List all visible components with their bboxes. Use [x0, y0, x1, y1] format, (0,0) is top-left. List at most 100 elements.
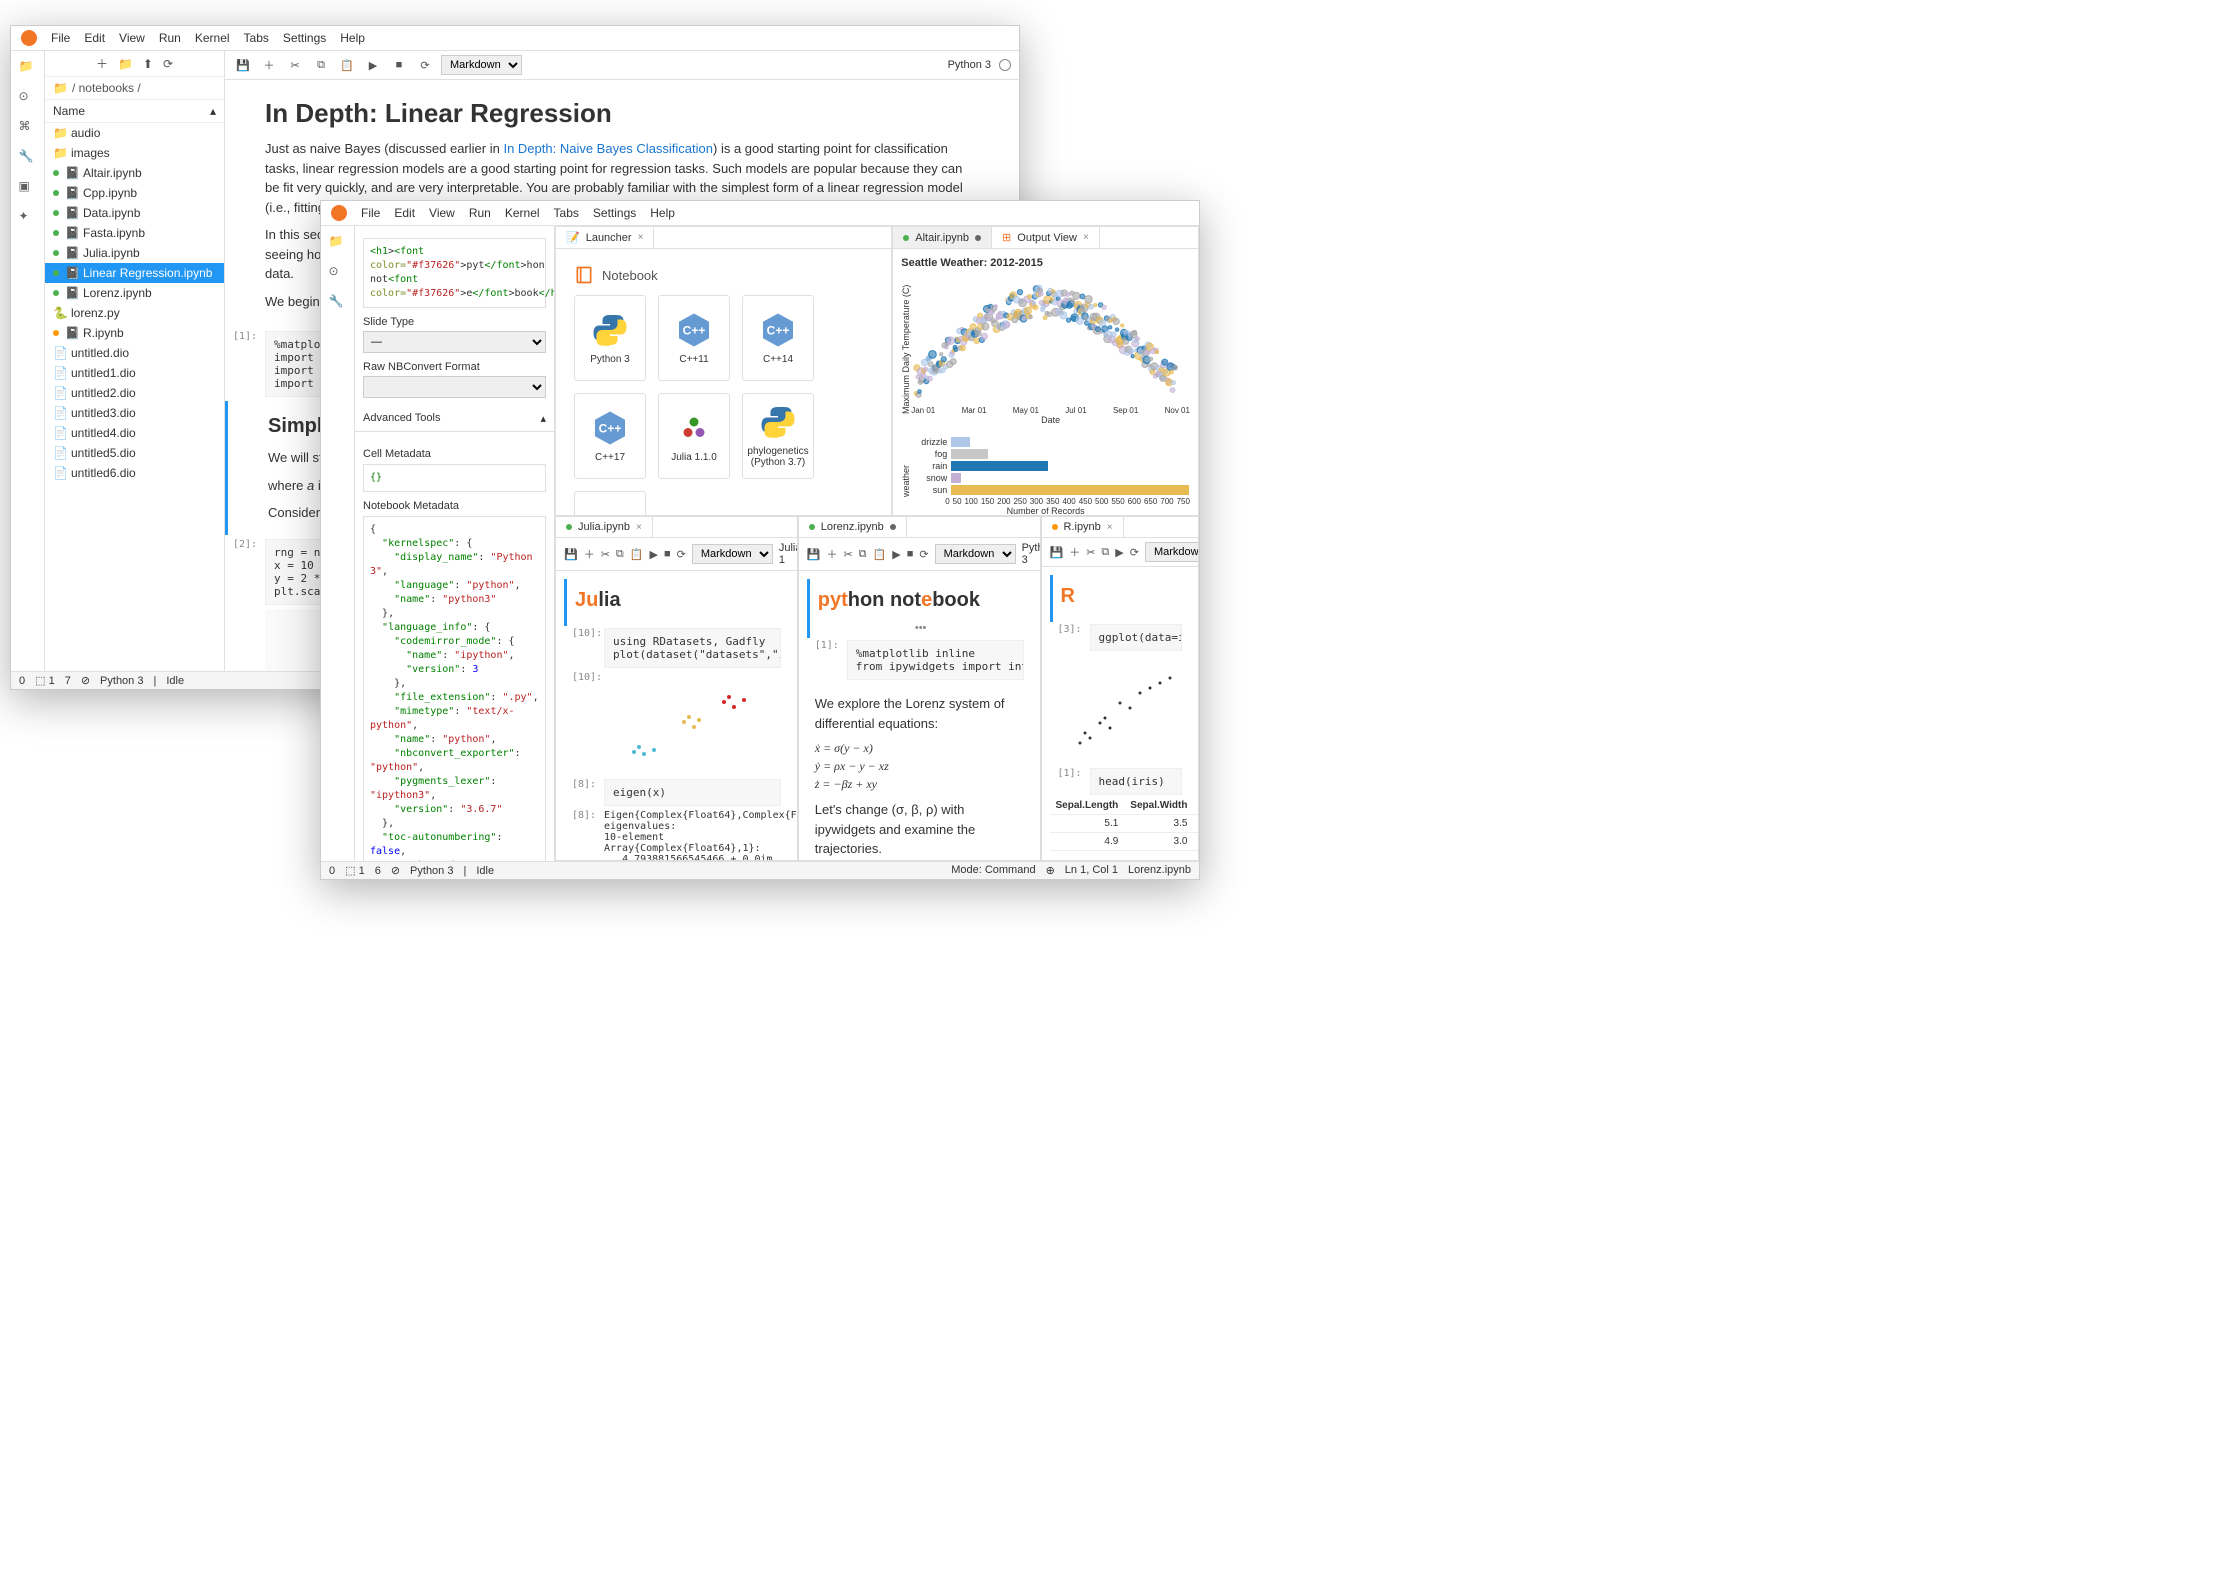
close-icon[interactable]: × — [1107, 522, 1113, 533]
menu-view[interactable]: View — [119, 31, 145, 45]
restart-icon[interactable]: ⟳ — [415, 55, 435, 75]
file-item[interactable]: 📓Lorenz.ipynb — [45, 283, 224, 303]
close-icon[interactable]: × — [638, 232, 644, 243]
file-item[interactable]: 📄untitled4.dio — [45, 423, 224, 443]
file-item[interactable]: 📓R.ipynb — [45, 323, 224, 343]
menu-run[interactable]: Run — [469, 206, 491, 220]
file-item[interactable]: 📓Data.ipynb — [45, 203, 224, 223]
file-item[interactable]: 📁audio — [45, 123, 224, 143]
file-item[interactable]: 📄untitled3.dio — [45, 403, 224, 423]
run-icon[interactable]: ▶ — [892, 544, 900, 564]
file-item[interactable]: 📄untitled2.dio — [45, 383, 224, 403]
new-folder-icon[interactable]: 📁 — [118, 57, 133, 71]
save-icon[interactable]: 💾 — [233, 55, 253, 75]
tab-altair[interactable]: Altair.ipynb — [893, 227, 992, 248]
add-cell-icon[interactable]: ＋ — [584, 544, 595, 564]
paste-icon[interactable]: 📋 — [337, 55, 357, 75]
menu-tabs[interactable]: Tabs — [244, 31, 269, 45]
file-item[interactable]: 🐍lorenz.py — [45, 303, 224, 323]
stop-icon[interactable]: ■ — [664, 544, 671, 564]
cut-icon[interactable]: ✂ — [601, 544, 610, 564]
close-icon[interactable]: × — [636, 522, 642, 533]
advanced-tools-section[interactable]: Advanced Tools▴ — [355, 406, 554, 432]
file-item[interactable]: 📄untitled1.dio — [45, 363, 224, 383]
cut-icon[interactable]: ✂ — [843, 544, 852, 564]
link[interactable]: In Depth: Naive Bayes Classification — [503, 141, 713, 156]
menu-settings[interactable]: Settings — [593, 206, 636, 220]
menu-edit[interactable]: Edit — [84, 31, 105, 45]
copy-icon[interactable]: ⧉ — [1101, 542, 1109, 562]
menu-view[interactable]: View — [429, 206, 455, 220]
save-icon[interactable]: 💾 — [564, 544, 578, 564]
code-cell[interactable]: eigen(x) — [604, 779, 781, 806]
slide-type-select[interactable]: — — [363, 331, 546, 353]
notebook-metadata[interactable]: { "kernelspec": { "display_name": "Pytho… — [363, 516, 546, 861]
upload-icon[interactable]: ⬆ — [143, 57, 153, 71]
menu-file[interactable]: File — [361, 206, 380, 220]
launcher-card[interactable]: C++C++17 — [574, 393, 646, 479]
tab-r[interactable]: R.ipynb × — [1042, 517, 1124, 537]
launcher-card[interactable]: phylogenetics (Python 3.7) — [742, 393, 814, 479]
cell-type-select[interactable]: Markdown — [935, 544, 1016, 564]
nbconvert-select[interactable] — [363, 376, 546, 398]
menu-kernel[interactable]: Kernel — [505, 206, 540, 220]
breadcrumb[interactable]: / notebooks / — [72, 81, 141, 95]
sort-icon[interactable]: ▴ — [210, 104, 216, 118]
extension-icon[interactable]: ✦ — [19, 209, 37, 227]
menu-kernel[interactable]: Kernel — [195, 31, 230, 45]
wrench-icon[interactable]: 🔧 — [329, 294, 347, 312]
add-cell-icon[interactable]: ＋ — [259, 55, 279, 75]
restart-icon[interactable]: ⟳ — [919, 544, 928, 564]
new-launcher-icon[interactable]: ＋ — [96, 55, 108, 72]
stop-icon[interactable]: ■ — [907, 544, 914, 564]
close-icon[interactable]: × — [1083, 232, 1089, 243]
menu-help[interactable]: Help — [340, 31, 365, 45]
add-cell-icon[interactable]: ＋ — [826, 544, 837, 564]
file-item[interactable]: 📓Linear Regression.ipynb — [45, 263, 224, 283]
save-icon[interactable]: 💾 — [807, 544, 821, 564]
run-icon[interactable]: ▶ — [363, 55, 383, 75]
menu-help[interactable]: Help — [650, 206, 675, 220]
restart-icon[interactable]: ⟳ — [1130, 542, 1139, 562]
copy-icon[interactable]: ⧉ — [311, 55, 331, 75]
file-item[interactable]: 📁images — [45, 143, 224, 163]
copy-icon[interactable]: ⧉ — [616, 544, 624, 564]
cell-type-select[interactable]: Markdown — [1145, 542, 1199, 562]
code-cell[interactable]: head(iris) — [1090, 768, 1182, 795]
file-item[interactable]: 📄untitled.dio — [45, 343, 224, 363]
tab-lorenz[interactable]: Lorenz.ipynb — [799, 517, 907, 537]
save-icon[interactable]: 💾 — [1050, 542, 1064, 562]
cut-icon[interactable]: ✂ — [285, 55, 305, 75]
tab-julia[interactable]: Julia.ipynb × — [556, 517, 653, 537]
file-item[interactable]: 📓Julia.ipynb — [45, 243, 224, 263]
code-cell[interactable]: using RDatasets, Gadfly plot(dataset("da… — [604, 628, 781, 668]
file-item[interactable]: 📄untitled6.dio — [45, 463, 224, 483]
menu-settings[interactable]: Settings — [283, 31, 326, 45]
cell-type-select[interactable]: Markdown — [441, 55, 522, 75]
menu-tabs[interactable]: Tabs — [554, 206, 579, 220]
wrench-icon[interactable]: 🔧 — [19, 149, 37, 167]
code-cell[interactable]: ggplot(data=iris, aes(x=Sepal.Len — [1090, 624, 1182, 651]
menu-edit[interactable]: Edit — [394, 206, 415, 220]
file-item[interactable]: 📓Cpp.ipynb — [45, 183, 224, 203]
run-icon[interactable]: ▶ — [649, 544, 657, 564]
running-icon[interactable]: ⊙ — [19, 89, 37, 107]
cut-icon[interactable]: ✂ — [1086, 542, 1095, 562]
tab-launcher[interactable]: 📝 Launcher × — [556, 227, 654, 248]
file-item[interactable]: 📄untitled5.dio — [45, 443, 224, 463]
running-icon[interactable]: ⊙ — [329, 264, 347, 282]
launcher-card[interactable]: C++C++11 — [658, 295, 730, 381]
folder-icon[interactable]: 📁 — [329, 234, 347, 252]
paste-icon[interactable]: 📋 — [873, 544, 887, 564]
run-icon[interactable]: ▶ — [1115, 542, 1123, 562]
launcher-card[interactable]: Julia 1.1.0 — [658, 393, 730, 479]
launcher-card[interactable]: RR — [574, 491, 646, 515]
code-cell[interactable]: %matplotlib inline from ipywidgets impor… — [847, 640, 1024, 680]
name-column[interactable]: Name — [53, 104, 85, 118]
stop-icon[interactable]: ■ — [389, 55, 409, 75]
add-cell-icon[interactable]: ＋ — [1069, 542, 1080, 562]
kernel-name[interactable]: Python 3 — [948, 59, 991, 71]
launcher-card[interactable]: C++C++14 — [742, 295, 814, 381]
commands-icon[interactable]: ⌘ — [19, 119, 37, 137]
paste-icon[interactable]: 📋 — [630, 544, 644, 564]
